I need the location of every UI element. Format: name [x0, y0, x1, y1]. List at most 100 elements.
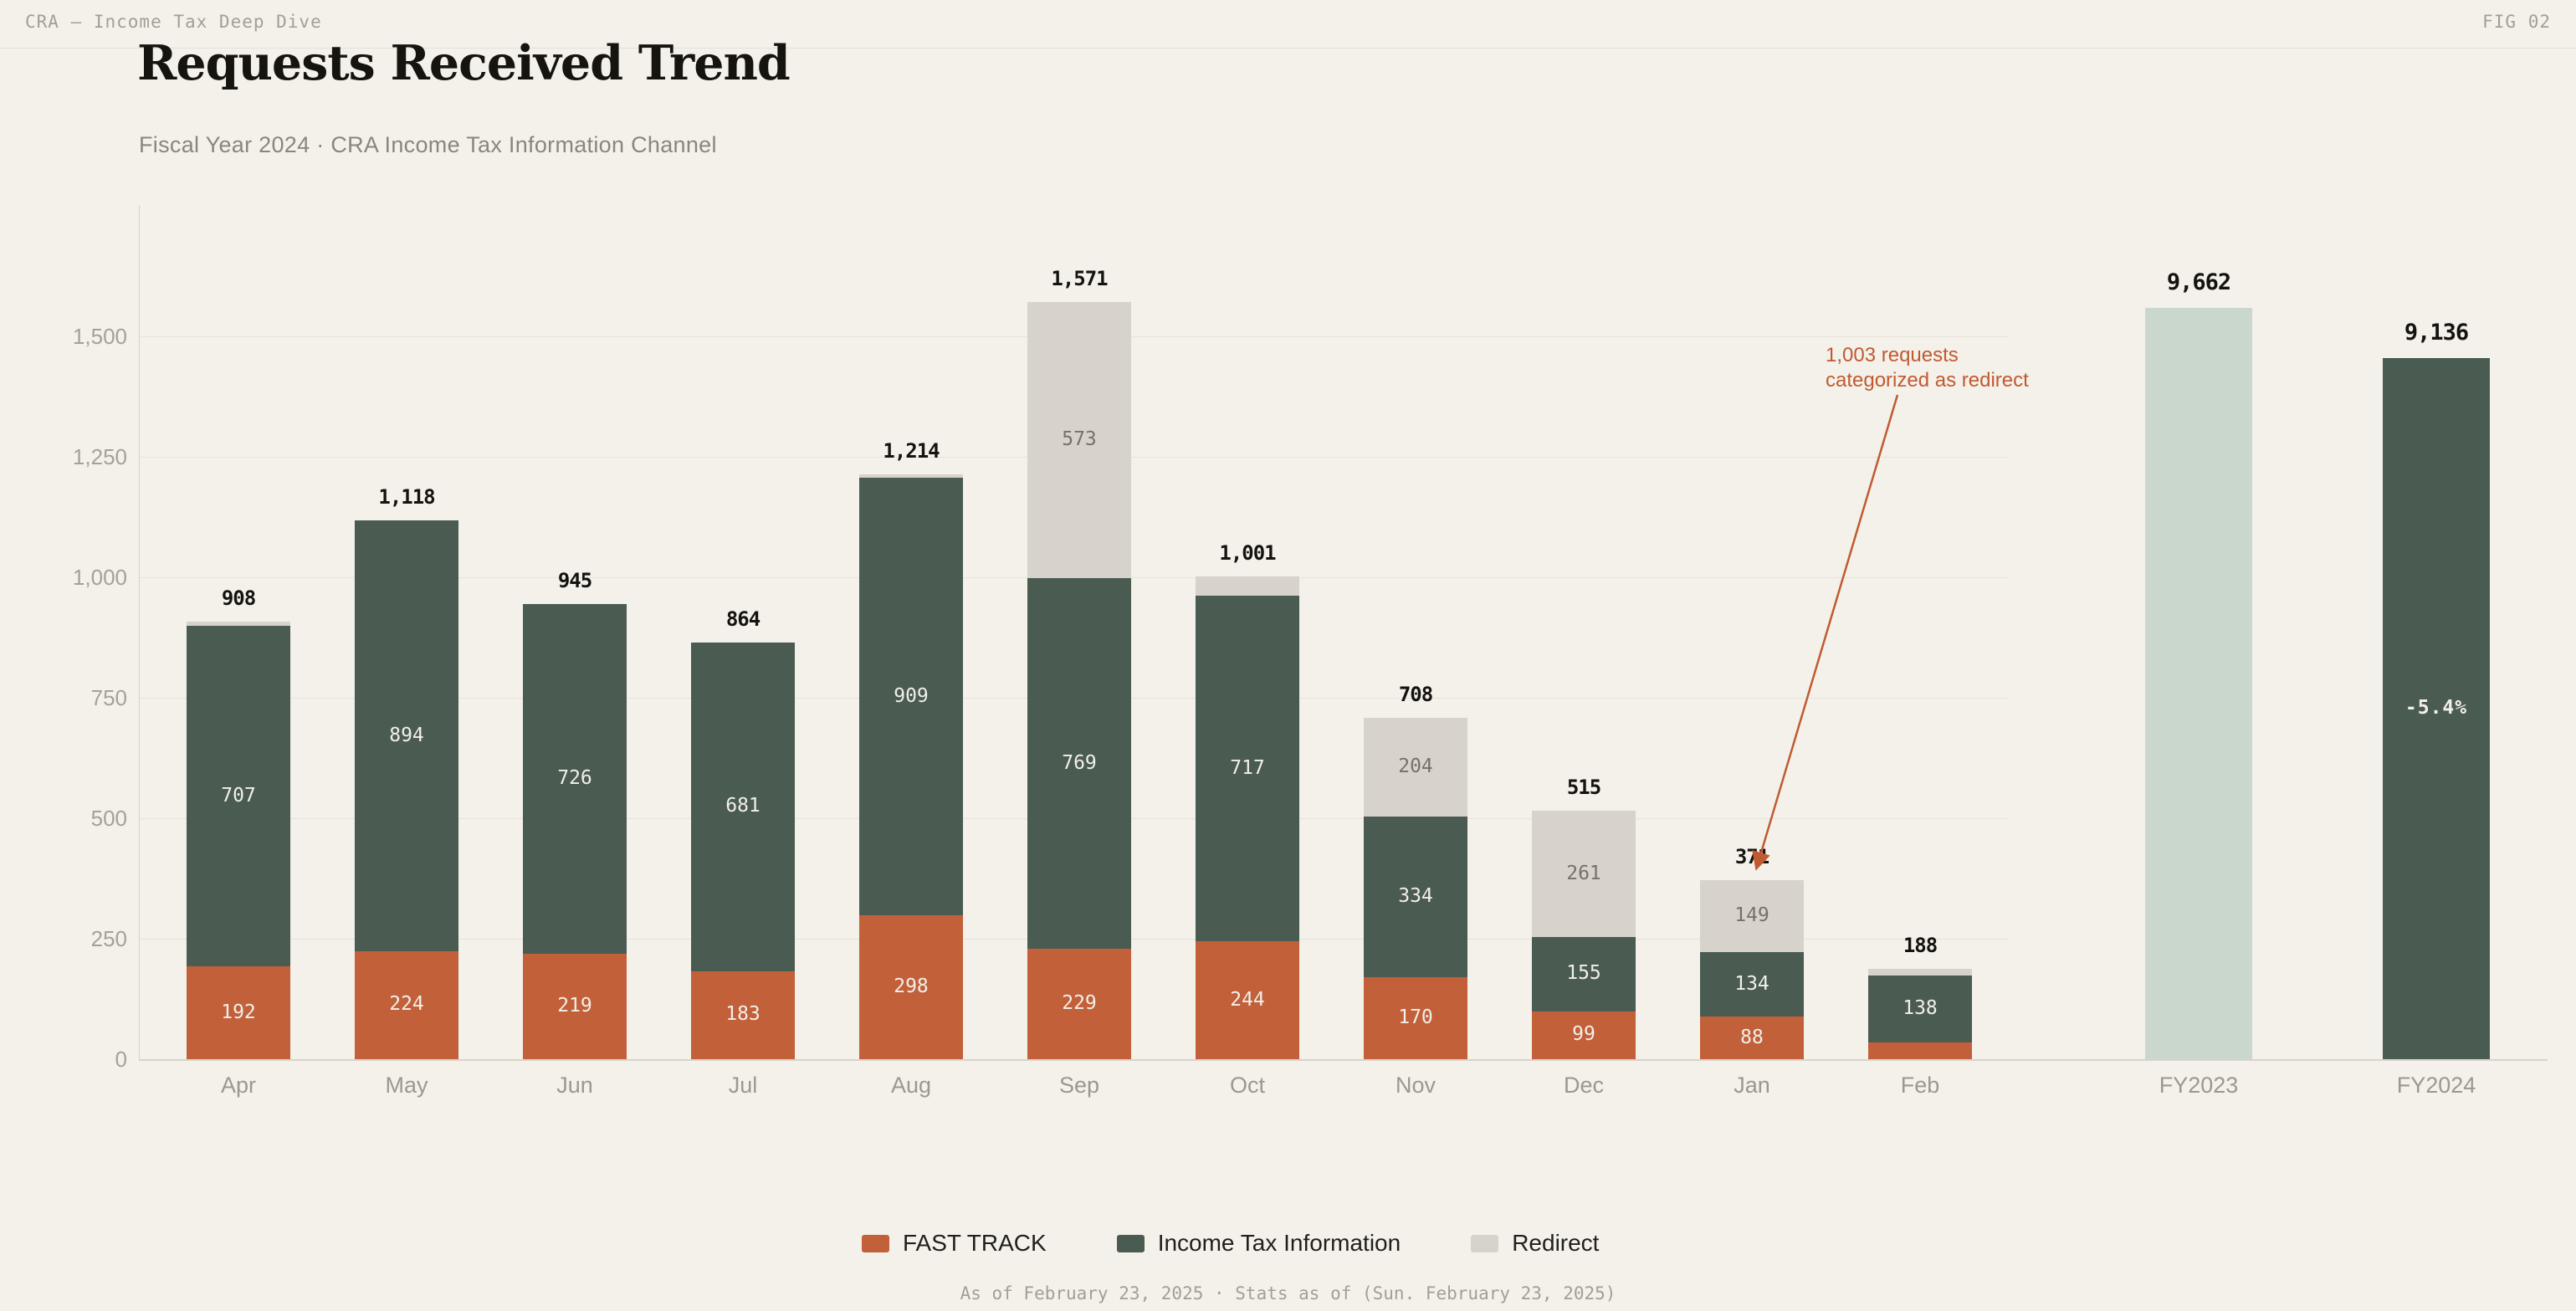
bar-total-label: 1,001	[1219, 541, 1276, 566]
bar-segment	[1364, 977, 1467, 1059]
segment-value-label: 155	[1566, 962, 1601, 985]
month-tick-label: Jan	[1734, 1073, 1770, 1098]
legend-swatch	[1116, 1234, 1145, 1252]
bar-segment	[1700, 1017, 1804, 1059]
bar-segment	[1532, 1011, 1636, 1059]
y-axis-tick-label: 1,500	[72, 324, 127, 349]
legend-label: Redirect	[1512, 1230, 1600, 1256]
segment-value-label: 244	[1230, 988, 1265, 1011]
segment-value-label: 334	[1398, 884, 1433, 907]
bar-segment	[1196, 596, 1299, 942]
legend-item: FAST TRACK	[862, 1230, 1047, 1257]
bar-segment	[1700, 952, 1804, 1017]
header-divider	[0, 48, 2576, 49]
page-title: Requests Received Trend	[137, 35, 791, 91]
bar-segment	[523, 953, 627, 1059]
legend-label: Income Tax Information	[1157, 1230, 1401, 1256]
bar-segment	[1027, 578, 1131, 950]
legend-item: Redirect	[1471, 1230, 1599, 1257]
bar-total-label: 1,571	[1051, 267, 1108, 291]
segment-value-label: 204	[1398, 755, 1433, 777]
bar-total-label: 1,214	[883, 438, 940, 463]
y-axis-tick-label: 750	[90, 685, 127, 710]
bar-segment	[859, 477, 963, 916]
segment-value-label: 769	[1062, 751, 1097, 774]
segment-value-label: 224	[389, 993, 424, 1016]
summary-delta-label: -5.4%	[2404, 697, 2468, 719]
bar-segment	[355, 520, 458, 951]
month-tick-label: Apr	[220, 1073, 257, 1098]
bar-segment	[187, 966, 290, 1059]
y-axis-tick-label: 1,250	[72, 444, 127, 469]
annotation-line-2: categorized as redirect	[1826, 369, 2029, 392]
segment-value-label: 229	[1062, 992, 1097, 1015]
segment-value-label: 298	[894, 976, 929, 998]
bar-segment	[1868, 968, 1972, 976]
segment-value-label: 192	[221, 1001, 256, 1023]
bar-total-label: 1,118	[378, 485, 435, 510]
bar-total-label: 188	[1903, 933, 1938, 957]
annotation-line-1: 1,003 requests	[1826, 344, 1959, 366]
month-tick-label: Jun	[556, 1073, 593, 1098]
month-tick-label: Dec	[1563, 1073, 1604, 1098]
legend-swatch	[1471, 1234, 1499, 1252]
y-axis-line	[139, 205, 140, 1059]
summary-total-label: 9,662	[2166, 269, 2231, 295]
bar-segment	[187, 621, 290, 627]
y-axis-tick-label: 1,000	[72, 565, 127, 590]
summary-bar	[2145, 308, 2252, 1059]
bar-segment	[859, 915, 963, 1059]
figure-number: FIG 02	[2482, 12, 2551, 32]
fiscal-year-tick-label: FY2024	[2396, 1073, 2476, 1098]
month-tick-label: Aug	[890, 1073, 932, 1098]
fiscal-year-tick-label: FY2023	[2159, 1073, 2239, 1098]
segment-value-label: 717	[1230, 756, 1265, 779]
bar-total-label: 864	[725, 607, 761, 632]
segment-value-label: 170	[1398, 1006, 1433, 1029]
legend-label: FAST TRACK	[903, 1230, 1047, 1256]
segment-value-label: 726	[557, 766, 592, 789]
page-subtitle: Fiscal Year 2024 · CRA Income Tax Inform…	[139, 132, 717, 157]
legend-swatch	[862, 1234, 889, 1252]
segment-value-label: 573	[1062, 428, 1097, 451]
segment-value-label: 219	[557, 994, 592, 1017]
footer-note: As of February 23, 2025 · Stats as of (S…	[960, 1283, 1616, 1303]
segment-value-label: 88	[1740, 1026, 1764, 1048]
month-tick-label: Jul	[728, 1073, 758, 1098]
segment-value-label: 707	[221, 784, 256, 807]
segment-value-label: 149	[1734, 904, 1769, 927]
y-axis-tick-label: 0	[115, 1047, 127, 1072]
y-axis-tick-label: 500	[90, 806, 127, 831]
segment-value-label: 681	[725, 795, 761, 817]
bar-segment	[1532, 811, 1636, 937]
bar-segment	[523, 603, 627, 954]
bar-segment	[691, 643, 795, 971]
bar-total-label: 908	[221, 586, 256, 610]
legend-item: Income Tax Information	[1116, 1230, 1401, 1257]
summary-total-label: 9,136	[2404, 320, 2469, 346]
bar-segment	[1868, 1042, 1972, 1059]
segment-value-label: 183	[725, 1003, 761, 1026]
bar-segment	[187, 626, 290, 967]
bar-segment	[1532, 936, 1636, 1011]
summary-bar	[2383, 358, 2490, 1059]
bar-segment	[1364, 718, 1467, 817]
report-kicker: CRA — Income Tax Deep Dive	[25, 12, 322, 32]
month-tick-label: Nov	[1395, 1073, 1436, 1098]
month-tick-label: May	[385, 1073, 428, 1098]
y-axis-tick-label: 250	[90, 926, 127, 951]
month-tick-label: Sep	[1058, 1073, 1100, 1098]
bar-total-label: 371	[1734, 845, 1769, 869]
bar-total-label: 945	[557, 568, 592, 592]
bar-segment	[355, 950, 458, 1059]
segment-value-label: 909	[894, 684, 929, 707]
bar-segment	[691, 970, 795, 1059]
month-tick-label: Oct	[1229, 1073, 1265, 1098]
segment-value-label: 138	[1903, 997, 1938, 1020]
bar-total-label: 515	[1566, 776, 1601, 800]
bar-segment	[1196, 941, 1299, 1059]
bar-segment	[1196, 576, 1299, 597]
segment-value-label: 894	[389, 724, 424, 746]
